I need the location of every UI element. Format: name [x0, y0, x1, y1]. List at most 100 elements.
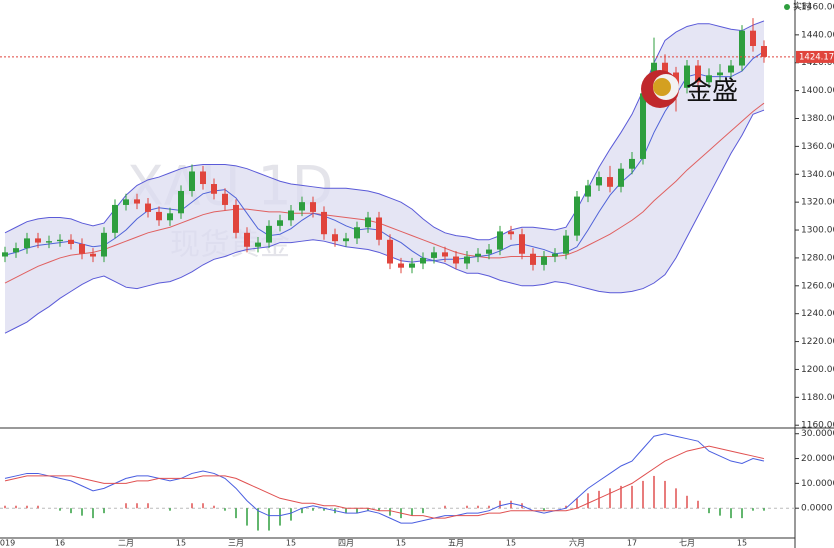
candle-body — [530, 253, 536, 265]
candle-body — [761, 46, 767, 57]
candle-body — [200, 171, 206, 185]
candle-body — [156, 211, 162, 221]
candle-body — [618, 168, 624, 187]
candle-body — [233, 204, 239, 233]
candle-body — [508, 231, 514, 235]
y-tick-label: 1320.00 — [801, 198, 834, 208]
candle-body — [244, 232, 250, 247]
candle-body — [475, 253, 481, 257]
x-tick-label: 六月 — [569, 538, 585, 548]
main-panel — [2, 18, 767, 334]
x-tick-label: 15 — [176, 539, 186, 548]
candle-body — [629, 158, 635, 169]
x-tick-label: 15 — [737, 539, 747, 548]
x-tick-label: 17 — [627, 539, 637, 548]
candle-body — [486, 249, 492, 254]
candle-body — [145, 203, 151, 212]
macd-y-tick-label: 30.0000 — [801, 429, 834, 439]
live-dot — [784, 4, 790, 10]
candle-body — [255, 242, 261, 247]
y-tick-label: 1340.00 — [801, 170, 834, 180]
candle-body — [541, 256, 547, 265]
candle-body — [464, 256, 470, 264]
candle-body — [2, 252, 8, 257]
x-tick-label: 五月 — [448, 539, 464, 548]
candle-body — [695, 65, 701, 83]
y-tick-label: 1460.00 — [801, 2, 834, 12]
candle-body — [57, 239, 63, 242]
x-tick-label: 15 — [506, 539, 516, 548]
x-tick-label: 16 — [55, 539, 65, 548]
candle-body — [574, 196, 580, 236]
overlay-line — [4, 51, 765, 262]
candle-body — [354, 227, 360, 239]
candle-body — [299, 202, 305, 211]
macd-y-tick-label: 20.0000 — [801, 454, 834, 464]
candle-body — [607, 177, 613, 187]
candle-body — [409, 263, 415, 268]
x-tick-label: 七月 — [679, 539, 695, 548]
macd-y-tick-label: 0.0000 — [801, 504, 833, 514]
candle-body — [387, 239, 393, 264]
candle-body — [717, 72, 723, 76]
y-tick-label: 1260.00 — [801, 281, 834, 291]
candle-body — [442, 252, 448, 257]
y-tick-label: 1400.00 — [801, 86, 834, 96]
candle-body — [90, 253, 96, 257]
y-tick-label: 1420.00 — [801, 58, 834, 68]
y-tick-label: 1360.00 — [801, 142, 834, 152]
candle-body — [288, 210, 294, 221]
x-tick-label: 三月 — [228, 539, 244, 548]
candle-body — [310, 202, 316, 212]
candle-body — [365, 217, 371, 228]
candle-body — [35, 238, 41, 243]
candle-body — [585, 185, 591, 197]
y-tick-label: 1200.00 — [801, 365, 834, 375]
x-tick-label: 二月 — [118, 539, 134, 548]
y-tick-label: 1380.00 — [801, 114, 834, 124]
y-tick-label: 1180.00 — [801, 393, 834, 403]
candle-body — [266, 225, 272, 243]
candle-body — [563, 235, 569, 254]
candle-body — [453, 256, 459, 264]
candle-body — [640, 93, 646, 159]
candle-body — [420, 257, 426, 264]
last-price-label: 1424.17 — [799, 52, 834, 62]
candle-body — [684, 65, 690, 88]
x-tick-label: 15 — [286, 539, 296, 548]
candle-body — [321, 211, 327, 235]
candle-body — [178, 190, 184, 214]
candle-body — [706, 75, 712, 83]
candle-body — [662, 62, 668, 73]
y-tick-label: 1220.00 — [801, 337, 834, 347]
overlay-line — [4, 109, 765, 334]
candle-body — [277, 220, 283, 226]
candle-body — [101, 232, 107, 257]
overlay-line — [4, 102, 765, 284]
macd-line — [4, 445, 765, 519]
brand-logo: 金盛 — [641, 70, 738, 108]
candle-body — [79, 243, 85, 254]
overlay-line — [4, 20, 765, 241]
candle-body — [750, 30, 756, 47]
x-tick-label: 15 — [396, 539, 406, 548]
x-tick-label: 2019 — [0, 539, 15, 548]
candle-body — [739, 30, 745, 66]
mode-label: 实时 — [793, 1, 811, 13]
candle-body — [189, 171, 195, 191]
candle-body — [552, 253, 558, 257]
candle-body — [24, 238, 30, 249]
brand-text: 金盛 — [686, 77, 738, 107]
candle-body — [376, 217, 382, 240]
y-tick-label: 1440.00 — [801, 30, 834, 40]
candle-body — [431, 252, 437, 258]
candle-body — [211, 184, 217, 194]
candle-body — [343, 238, 349, 242]
candle-body — [112, 204, 118, 233]
candle-body — [222, 193, 228, 205]
macd-line — [4, 433, 765, 524]
candle-body — [596, 177, 602, 186]
candle-body — [167, 213, 173, 221]
candle-body — [46, 241, 52, 243]
